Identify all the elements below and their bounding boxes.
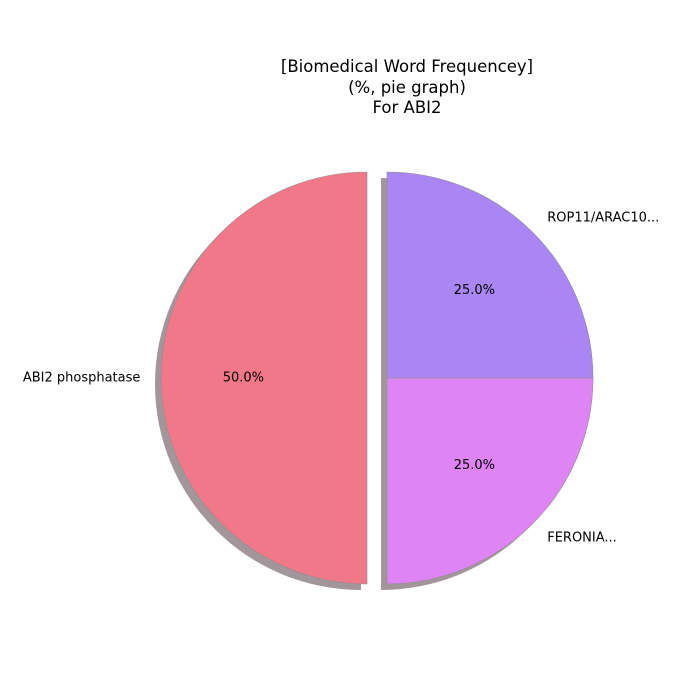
- slice-labels: ROP11/ARAC10... 25.0% ABI2 phosphatase 50.0…: [23, 210, 660, 545]
- slice-pct-label-feronia: 25.0%: [454, 458, 495, 473]
- chart-title-line-1: [Biomedical Word Frequencey]: [281, 57, 533, 76]
- slice-label-feronia: FERONIA...: [547, 531, 617, 546]
- slice-label-abi2-phosphatase: ABI2 phosphatase: [23, 371, 141, 386]
- slice-pct-label-rop11-arac10: 25.0%: [454, 283, 495, 298]
- pie-slice-abi2-phosphatase: [160, 171, 368, 585]
- chart-title: [Biomedical Word Frequencey] (%, pie gra…: [281, 57, 533, 117]
- pie-slice-feronia: [386, 377, 594, 585]
- pie-slice-rop11-arac10: [386, 171, 594, 379]
- slice-pct-label-abi2-phosphatase: 50.0%: [223, 371, 264, 386]
- chart-title-line-3: For ABI2: [373, 98, 442, 117]
- pie-slices: [160, 171, 594, 585]
- slice-label-rop11-arac10: ROP11/ARAC10...: [547, 210, 659, 225]
- chart-title-line-2: (%, pie graph): [348, 78, 466, 97]
